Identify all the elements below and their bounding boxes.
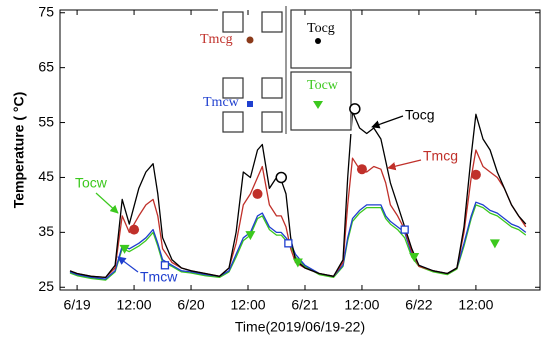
inset-label: Tocg <box>307 21 335 36</box>
x-axis-label: Time(2019/06/19-22) <box>235 319 365 335</box>
marker <box>489 239 500 249</box>
y-tick-label: 55 <box>38 113 54 129</box>
series-line <box>69 149 527 279</box>
y-axis-label: Temperature ( °C) <box>11 92 27 209</box>
marker <box>160 261 170 270</box>
tile <box>222 77 244 99</box>
inset-label: Tmcg <box>200 32 233 47</box>
tile <box>222 11 244 33</box>
y-tick-label: 25 <box>38 278 54 294</box>
y-tick-label: 65 <box>38 58 54 74</box>
y-tick-label: 35 <box>38 223 54 239</box>
marker <box>252 188 263 199</box>
tile <box>261 111 283 133</box>
marker <box>292 258 303 268</box>
series-label: Tocg <box>405 107 435 123</box>
x-tick-label: 12:00 <box>230 297 265 313</box>
marker <box>400 225 409 234</box>
tile-large <box>290 9 352 69</box>
marker <box>470 169 481 180</box>
sensor-point <box>246 36 254 44</box>
tile <box>261 11 283 33</box>
inset-label: Tocw <box>307 78 339 93</box>
x-tick-label: 6/21 <box>291 297 318 313</box>
tile <box>261 77 283 99</box>
x-tick-label: 12:00 <box>117 297 152 313</box>
marker <box>119 244 130 254</box>
series-line <box>69 110 527 279</box>
marker <box>356 164 367 175</box>
sensor-point <box>315 38 321 44</box>
marker <box>284 239 293 248</box>
inset-diagram: Tocg Tmcg Tmcw Tocw <box>200 6 352 134</box>
inset-label: Tmcw <box>203 95 240 110</box>
y-tick-label: 45 <box>38 168 54 184</box>
x-tick-label: 12:00 <box>344 297 379 313</box>
x-tick-label: 6/20 <box>177 297 204 313</box>
x-tick-label: 6/22 <box>405 297 432 313</box>
label-arrow <box>371 115 404 129</box>
series-label: Tmcw <box>140 269 178 285</box>
label-arrow <box>117 256 139 273</box>
label-arrow <box>387 159 422 171</box>
label-arrow <box>95 192 119 214</box>
x-tick-label: 12:00 <box>458 297 493 313</box>
marker <box>245 231 256 241</box>
tile <box>222 111 244 133</box>
x-tick-label: 6/19 <box>63 297 90 313</box>
series-label: Tocw <box>75 175 108 191</box>
series-label: Tmcg <box>423 148 458 164</box>
sensor-point <box>247 101 253 107</box>
y-tick-label: 75 <box>38 3 54 19</box>
sensor-point <box>313 101 323 109</box>
marker <box>409 253 420 263</box>
marker <box>275 171 287 184</box>
marker <box>349 103 361 115</box>
marker <box>129 224 140 235</box>
